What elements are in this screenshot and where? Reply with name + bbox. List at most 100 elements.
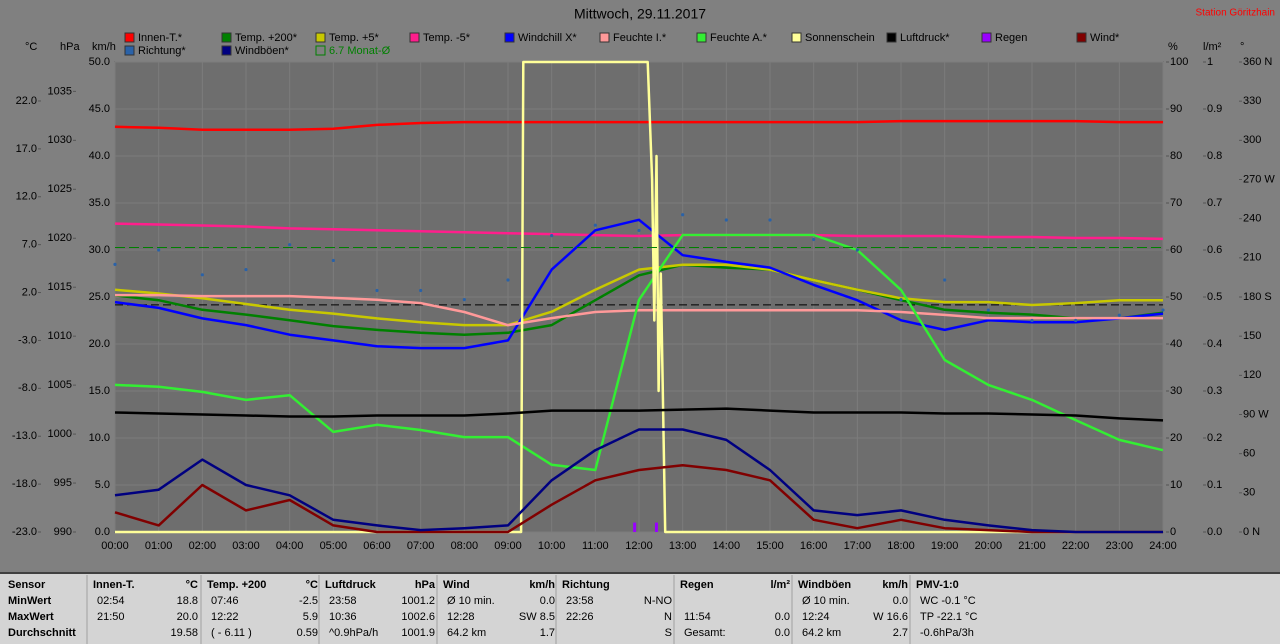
table-cell: 22:26 — [566, 611, 594, 623]
legend-label: Windchill X* — [518, 32, 577, 44]
x-tick-label: 23:00 — [1106, 540, 1134, 552]
x-tick-label: 16:00 — [800, 540, 828, 552]
y-tick-label: -8.0 — [18, 382, 37, 394]
direction-dot — [986, 308, 990, 312]
legend-swatch — [315, 45, 326, 56]
table-cell: 12:24 — [802, 611, 830, 623]
table-cell: W 16.6 — [873, 611, 908, 623]
direction-dot — [550, 234, 554, 238]
series-line — [114, 263, 1164, 336]
axis-unit: ° — [1240, 41, 1244, 53]
table-cell: 02:54 — [97, 595, 125, 607]
y-tick-label: 60 — [1170, 244, 1182, 256]
x-tick-label: 15:00 — [756, 540, 784, 552]
column-header: Regen — [680, 579, 714, 591]
y-tick-label: 0.5 — [1207, 291, 1222, 303]
series-line — [114, 218, 1164, 350]
legend-label: Innen-T.* — [138, 32, 183, 44]
table-cell: 10:36 — [329, 611, 357, 623]
series-line — [114, 428, 1163, 534]
legend-label: Feuchte A.* — [710, 32, 768, 44]
table-cell: 23:58 — [329, 595, 357, 607]
legend-label: Regen — [995, 32, 1027, 44]
x-tick-label: 11:00 — [582, 540, 609, 552]
y-tick-label: 15.0 — [89, 385, 110, 397]
y-tick-label: 60 — [1243, 448, 1255, 460]
y-tick-label: 1005 — [48, 379, 72, 391]
table-cell: 0.0 — [775, 611, 790, 623]
x-tick-label: 09:00 — [494, 540, 522, 552]
series-line — [114, 263, 1163, 327]
y-tick-label: 12.0 — [16, 191, 37, 203]
row-label: Sensor — [8, 579, 46, 591]
table-cell: 0.0 — [893, 595, 908, 607]
direction-dot — [288, 243, 292, 247]
row-label: MinWert — [8, 595, 52, 607]
y-tick-label: 30.0 — [89, 244, 110, 256]
y-tick-label: 17.0 — [16, 143, 37, 155]
axis-unit: km/h — [92, 41, 116, 53]
table-cell: ^0.9hPa/h — [329, 627, 378, 639]
direction-dot — [200, 273, 204, 277]
y-tick-label: -3.0 — [18, 334, 37, 346]
direction-dot — [593, 223, 597, 227]
legend-label: Richtung* — [138, 45, 186, 57]
direction-dot — [506, 278, 510, 282]
legend-swatch — [791, 32, 802, 43]
y-tick-label: 1 — [1207, 56, 1213, 68]
legend-label: Luftdruck* — [900, 32, 950, 44]
y-tick-label: 50 — [1170, 291, 1182, 303]
y-tick-label: 1000 — [48, 428, 72, 440]
direction-dot — [244, 267, 248, 272]
table-cell: 1.7 — [540, 627, 555, 639]
y-tick-label: 5.0 — [95, 479, 110, 491]
y-tick-label: 50.0 — [89, 56, 110, 68]
y-tick-label: 10.0 — [89, 432, 110, 444]
y-tick-label: 990 — [54, 526, 72, 538]
x-tick-label: 08:00 — [451, 540, 479, 552]
column-unit: °C — [306, 579, 318, 591]
x-tick-label: 02:00 — [189, 540, 217, 552]
series-line — [114, 464, 1163, 534]
table-cell: -0.6hPa/3h — [920, 627, 974, 639]
y-tick-label: -13.0 — [12, 430, 37, 442]
legend-swatch — [409, 32, 420, 43]
y-tick-label: 120 — [1243, 369, 1261, 381]
x-tick-label: 12:00 — [625, 540, 653, 552]
table-cell: 11:54 — [684, 611, 711, 623]
table-cell: 0.0 — [775, 627, 790, 639]
column-header: Richtung — [562, 579, 610, 591]
y-tick-label: 0.1 — [1207, 479, 1222, 491]
legend-label: Temp. +5* — [329, 32, 380, 44]
table-cell: 1001.9 — [401, 627, 435, 639]
y-tick-label: 40 — [1170, 338, 1182, 350]
x-tick-label: 07:00 — [407, 540, 435, 552]
y-tick-label: 20 — [1170, 432, 1182, 444]
direction-dot — [768, 218, 772, 222]
x-tick-label: 06:00 — [363, 540, 391, 552]
y-tick-label: 45.0 — [89, 103, 110, 115]
x-tick-label: 19:00 — [931, 540, 959, 552]
table-cell: 64.2 km — [447, 627, 486, 639]
x-tick-label: 10:00 — [538, 540, 566, 552]
y-tick-label: 1025 — [48, 183, 72, 195]
column-header: Windböen — [798, 579, 851, 591]
y-tick-label: 360 N — [1243, 56, 1272, 68]
legend-swatch — [981, 32, 992, 43]
column-unit: °C — [186, 579, 198, 591]
direction-dot — [812, 237, 816, 242]
y-tick-label: 995 — [54, 477, 72, 489]
table-cell: Gesamt: — [684, 627, 726, 639]
table-cell: 20.0 — [177, 611, 198, 623]
y-tick-label: 35.0 — [89, 197, 110, 209]
y-tick-label: 7.0 — [22, 239, 37, 251]
y-tick-label: 90 — [1170, 103, 1182, 115]
column-header: Innen-T. — [93, 579, 135, 591]
x-tick-label: 24:00 — [1149, 540, 1177, 552]
column-header: Wind — [443, 579, 470, 591]
direction-dot — [375, 288, 379, 293]
y-tick-label: 150 — [1243, 330, 1261, 342]
legend-swatch — [221, 45, 232, 56]
